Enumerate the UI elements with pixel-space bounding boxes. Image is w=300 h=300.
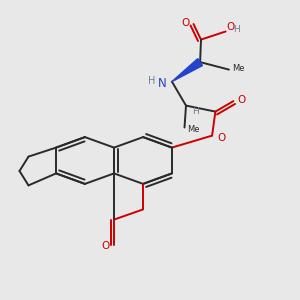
Text: Me: Me — [232, 64, 244, 73]
Text: N: N — [158, 76, 167, 90]
Text: H: H — [234, 25, 240, 34]
Text: O: O — [101, 241, 109, 251]
Text: H: H — [192, 107, 199, 116]
Text: Me: Me — [187, 124, 199, 134]
Polygon shape — [172, 58, 202, 82]
Text: O: O — [181, 17, 189, 28]
Text: H: H — [148, 76, 155, 86]
Text: O: O — [226, 22, 234, 32]
Text: O: O — [217, 133, 225, 143]
Text: O: O — [238, 95, 246, 105]
